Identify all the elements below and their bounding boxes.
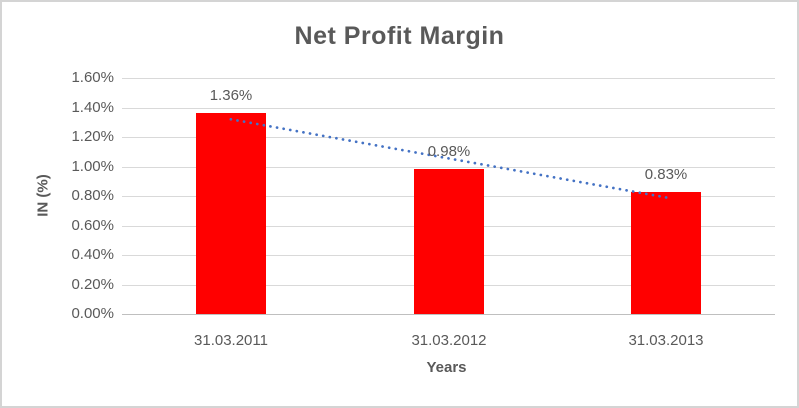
bar [414,169,484,314]
chart-title: Net Profit Margin [294,22,505,50]
data-label: 0.83% [644,166,688,183]
x-tick-label: 31.03.2012 [411,332,487,349]
data-label: 1.36% [209,87,253,104]
gridline [122,78,775,79]
y-tick-label: 1.20% [71,128,114,145]
gridline [122,108,775,109]
y-tick-label: 0.00% [71,305,114,322]
y-tick-label: 0.80% [71,187,114,204]
bar [196,113,266,314]
y-tick-label: 0.60% [71,217,114,234]
y-tick-label: 0.40% [71,246,114,263]
y-tick-label: 1.00% [71,158,114,175]
x-axis-title: Years [426,359,467,376]
x-tick-label: 31.03.2011 [194,332,268,349]
bar [631,192,701,314]
x-axis-line [122,314,775,315]
y-tick-label: 0.20% [71,276,114,293]
x-tick-label: 31.03.2013 [628,332,704,349]
y-tick-label: 1.40% [71,99,114,116]
data-label: 0.98% [427,143,471,160]
y-axis-title: IN (%) [34,174,52,217]
y-tick-label: 1.60% [71,69,114,86]
